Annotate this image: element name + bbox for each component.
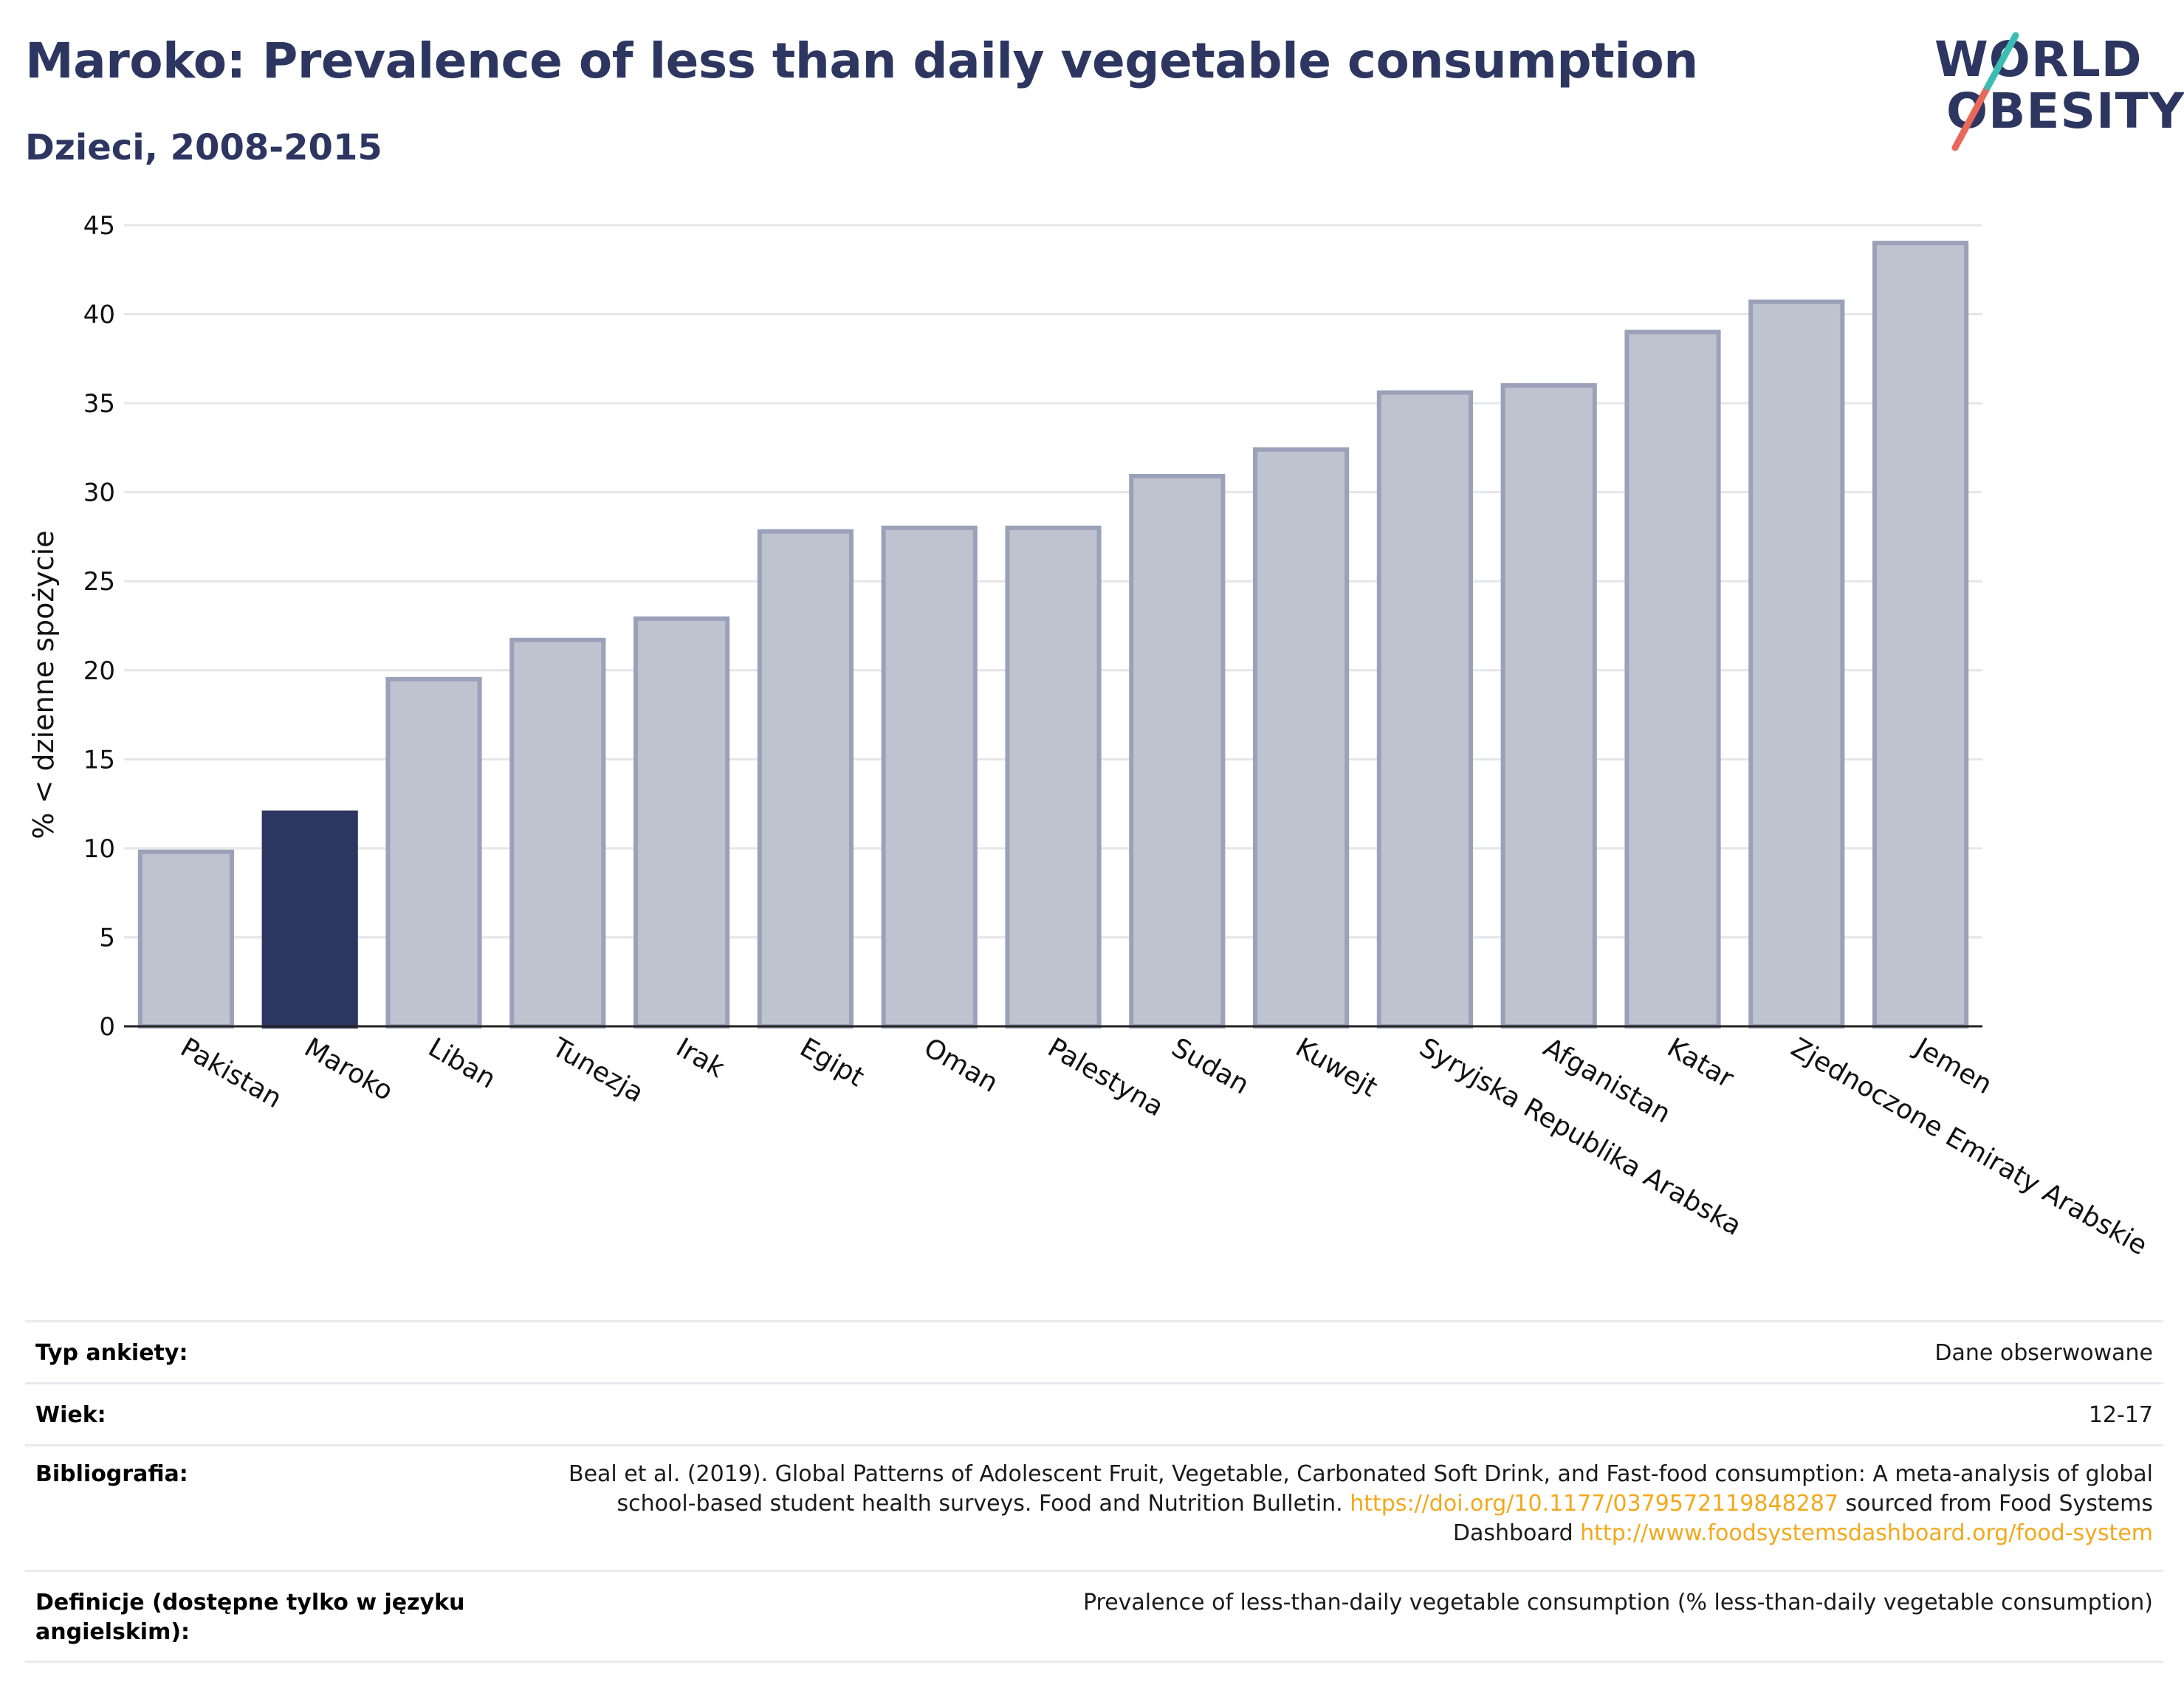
x-tick-label: Liban xyxy=(423,1032,501,1094)
logo-line-1: WORLD xyxy=(1934,31,2143,88)
x-tick-label: Palestyna xyxy=(1043,1032,1169,1122)
x-tick-label: Irak xyxy=(671,1032,730,1084)
dashboard-link[interactable]: http://www.foodsystemsdashboard.org/food… xyxy=(1580,1520,2153,1546)
row-definitions: Definicje (dostępne tylko w języku angie… xyxy=(25,1570,2163,1663)
bar-jemen[interactable] xyxy=(1872,241,1969,1029)
world-obesity-logo[interactable]: WORLD OBESITY xyxy=(1920,30,2184,162)
bar-egipt[interactable] xyxy=(757,529,854,1029)
row-age: Wiek: 12-17 xyxy=(25,1382,2163,1444)
bar-tunezja[interactable] xyxy=(509,637,606,1029)
page-subtitle: Dzieci, 2008-2015 xyxy=(25,127,382,168)
x-axis-labels: Pakistan Maroko Liban Tunezja Irak Egipt Oman P… xyxy=(175,1031,2152,1261)
x-tick-label: Tunezja xyxy=(546,1032,649,1109)
x-tick-label: Pakistan xyxy=(175,1032,286,1114)
bar-liban[interactable] xyxy=(385,676,482,1029)
bar-maroko[interactable] xyxy=(261,810,358,1029)
definitions-value: Prevalence of less-than-daily vegetable … xyxy=(1082,1590,2153,1616)
definitions-label: Definicje (dostępne tylko w języku angie… xyxy=(35,1590,465,1645)
bar-chart: 0 5 10 15 20 25 30 35 40 45 Pakistan Maroko Liban Tu… xyxy=(27,211,2152,1261)
logo-slash-icon xyxy=(1951,32,2019,151)
x-tick-label: Maroko xyxy=(299,1032,398,1107)
bibliography-value: Beal et al. (2019). Global Patterns of A… xyxy=(558,1460,2163,1548)
row-bibliography: Bibliografia: Beal et al. (2019). Global… xyxy=(25,1444,2163,1570)
bar-afganistan[interactable] xyxy=(1500,383,1597,1029)
metadata-table: Typ ankiety: Dane obserwowane Wiek: 12-1… xyxy=(25,1320,2163,1663)
x-tick-label: Jemen xyxy=(1909,1031,1997,1100)
y-axis-ticks: 0 5 10 15 20 25 30 35 40 45 xyxy=(83,211,115,1042)
x-tick-label: Egipt xyxy=(794,1032,869,1093)
y-axis-label: % < dzienne spożycie xyxy=(27,530,60,839)
bar-syryjska-republika-arabska[interactable] xyxy=(1376,390,1473,1029)
bibliography-text: Beal et al. (2019). Global Patterns of A… xyxy=(568,1461,2153,1517)
bar-zjednoczone-emiraty-arabskie[interactable] xyxy=(1748,299,1845,1029)
bibliography-text-2: sourced from Food Systems Dashboard xyxy=(1452,1491,2153,1546)
bars xyxy=(137,241,1969,1029)
y-tick-label: 35 xyxy=(83,389,115,419)
x-tick-label: Katar xyxy=(1662,1032,1739,1094)
bibliography-label: Bibliografia: xyxy=(35,1461,188,1487)
bar-sudan[interactable] xyxy=(1129,473,1226,1029)
x-tick-label: Sudan xyxy=(1167,1032,1254,1100)
survey-type-label: Typ ankiety: xyxy=(35,1340,188,1366)
y-tick-label: 45 xyxy=(83,211,115,241)
bar-kuwejt[interactable] xyxy=(1253,447,1350,1029)
doi-link[interactable]: https://doi.org/10.1177/0379572119848287 xyxy=(1350,1491,1838,1517)
survey-type-value: Dane obserwowane xyxy=(1934,1340,2153,1366)
bar-palestyna[interactable] xyxy=(1005,525,1102,1029)
y-tick-label: 10 xyxy=(83,834,115,864)
bar-katar[interactable] xyxy=(1624,329,1721,1029)
y-tick-label: 0 xyxy=(99,1012,115,1042)
row-survey-type: Typ ankiety: Dane obserwowane xyxy=(25,1320,2163,1382)
y-tick-label: 25 xyxy=(83,567,115,597)
y-tick-label: 30 xyxy=(83,478,115,508)
y-tick-label: 20 xyxy=(83,656,115,686)
y-tick-label: 15 xyxy=(83,745,115,775)
x-tick-label: Kuwejt xyxy=(1291,1032,1383,1103)
bar-oman[interactable] xyxy=(881,525,978,1029)
age-value: 12-17 xyxy=(2088,1402,2153,1428)
y-tick-label: 40 xyxy=(83,301,115,330)
bar-irak[interactable] xyxy=(633,616,730,1029)
x-tick-label: Oman xyxy=(918,1032,1003,1099)
page-title: Maroko: Prevalence of less than daily ve… xyxy=(25,32,1698,89)
age-label: Wiek: xyxy=(35,1402,106,1428)
bar-pakistan[interactable] xyxy=(137,849,234,1029)
y-tick-label: 5 xyxy=(99,923,115,952)
